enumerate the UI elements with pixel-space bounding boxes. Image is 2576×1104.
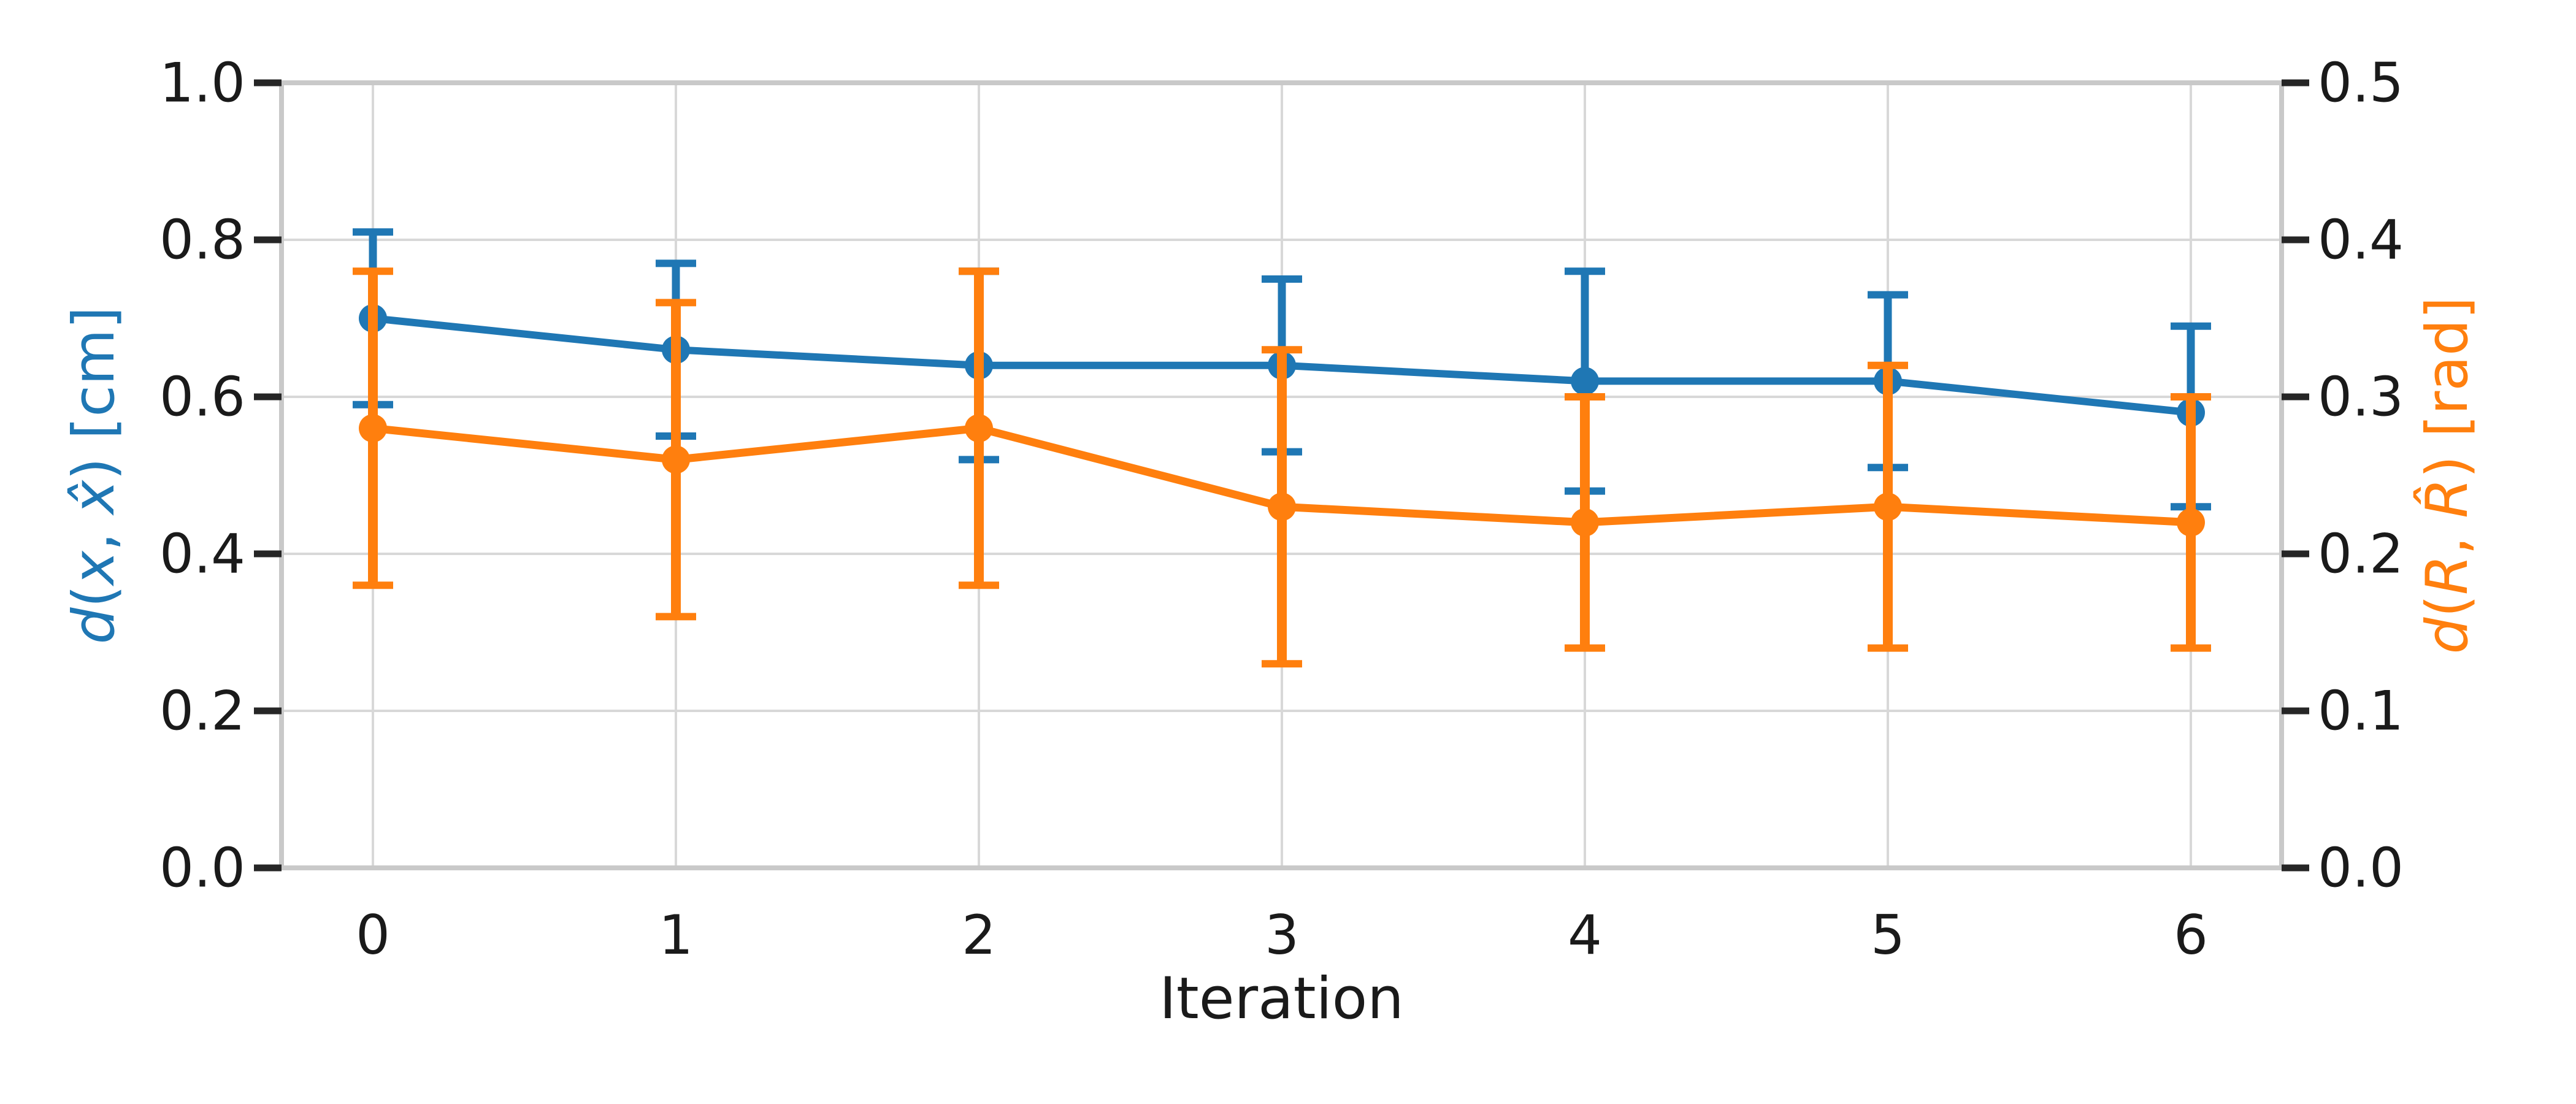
left-y-tick-label: 0.0 [159,837,245,900]
plot-box-spines [279,80,2284,870]
left-y-tick-label: 0.6 [159,366,245,429]
x-tick-label: 6 [2174,903,2208,967]
data-point-marker [1571,508,1599,537]
series-dR [353,267,2211,668]
left-axis-label: d(x, x̂) [cm] [61,307,128,645]
data-point-marker [359,414,387,443]
x-tick-label: 5 [1871,903,1905,967]
x-tick-label: 0 [356,903,390,967]
data-point-marker [662,445,690,474]
right-y-tick-label: 0.4 [2318,209,2404,272]
left-y-tick-label: 0.8 [159,209,245,272]
data-point-marker [2177,508,2205,537]
x-tick-label: 3 [1265,903,1299,967]
x-tick-label: 4 [1568,903,1602,967]
left-y-tick-label: 0.2 [159,680,245,743]
data-point-marker [1571,367,1599,396]
right-y-tick-label: 0.0 [2318,837,2404,900]
x-tick-label: 1 [659,903,693,967]
right-y-tick-label: 0.5 [2318,52,2404,115]
data-point-marker [1874,493,1902,521]
x-tick-label: 2 [962,903,996,967]
right-y-tick-label: 0.1 [2318,680,2404,743]
left-y-tick-label: 0.4 [159,523,245,586]
left-y-tick-label: 1.0 [159,52,245,115]
right-axis-label: d(R, R̂) [rad] [2413,297,2481,654]
right-y-tick-label: 0.3 [2318,366,2404,429]
right-y-tick-label: 0.2 [2318,523,2404,586]
data-point-marker [965,414,993,443]
data-point-marker [1268,493,1296,521]
x-axis-label: Iteration [1159,965,1404,1032]
